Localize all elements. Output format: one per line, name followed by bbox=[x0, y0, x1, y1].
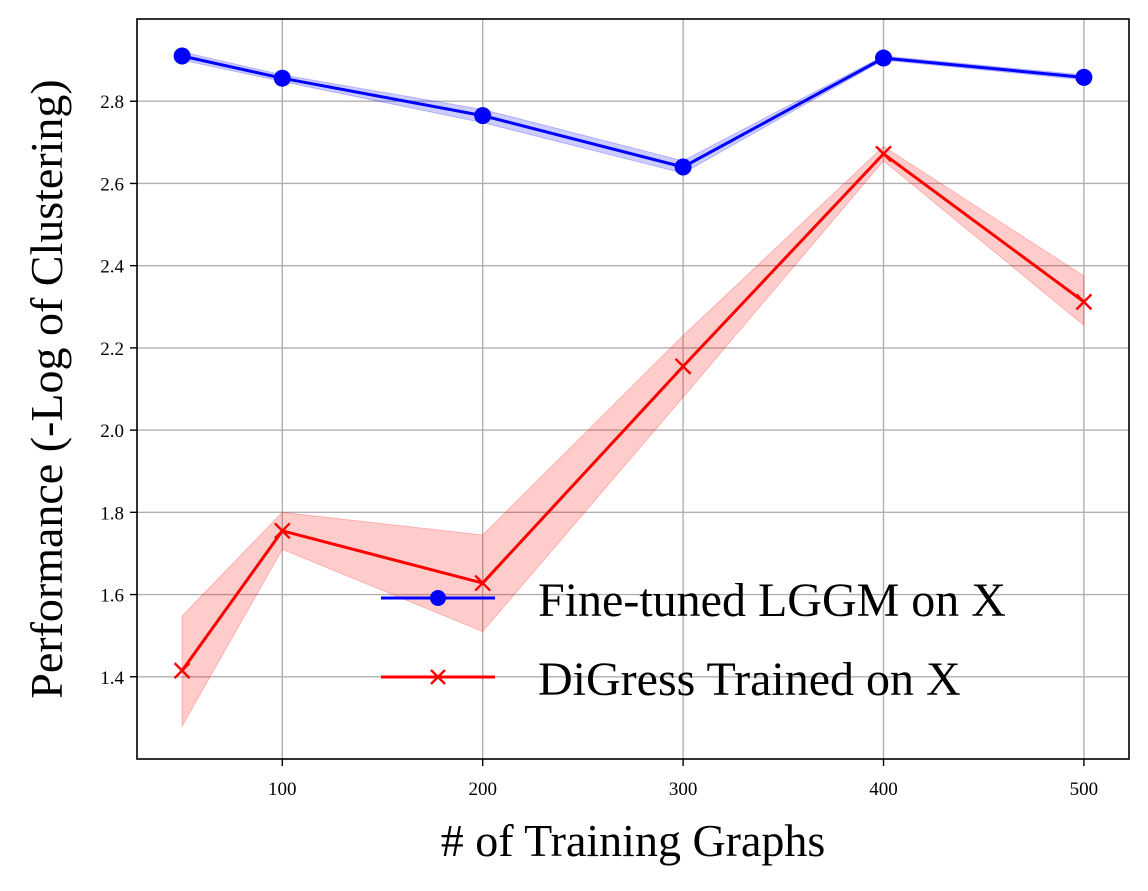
y-tick-label: 2.6 bbox=[100, 174, 124, 195]
legend-entry-lggm: Fine-tuned LGGM on X bbox=[381, 574, 1006, 627]
x-tick-label: 100 bbox=[268, 779, 297, 800]
legend-label-lggm: Fine-tuned LGGM on X bbox=[538, 574, 1006, 627]
legend-swatch-marker-lggm bbox=[430, 590, 446, 606]
series-lines bbox=[180, 54, 1085, 672]
y-tick-label: 2.0 bbox=[100, 421, 124, 442]
x-tick-label: 300 bbox=[669, 779, 698, 800]
legend-swatch-marker-digress bbox=[430, 669, 446, 685]
x-tick-label: 200 bbox=[468, 779, 497, 800]
y-tick-label: 2.2 bbox=[100, 339, 124, 360]
series-markers bbox=[173, 47, 1093, 679]
grid-lines bbox=[137, 19, 1129, 759]
data-point-lggm bbox=[173, 47, 191, 65]
y-tick-label: 2.8 bbox=[100, 92, 124, 113]
data-point-lggm bbox=[875, 49, 893, 67]
series-line-lggm bbox=[181, 54, 1085, 169]
data-point-digress bbox=[273, 522, 291, 540]
x-tick-label: 400 bbox=[869, 779, 898, 800]
data-point-digress bbox=[875, 145, 892, 163]
data-point-lggm bbox=[474, 107, 492, 125]
axis-ticks bbox=[130, 100, 1085, 766]
data-point-lggm bbox=[1075, 68, 1093, 86]
axis-tick-labels: 100 200 300 400 500 1.4 1.6 1.8 2.0 2.2 2.4 2.6 2.8 bbox=[100, 92, 1098, 800]
legend: Fine-tuned LGGM on X DiGress Trained on … bbox=[381, 574, 1006, 706]
y-tick-label: 1.4 bbox=[100, 668, 124, 689]
x-axis-label: # of Training Graphs bbox=[441, 815, 826, 866]
series-line-digress bbox=[180, 152, 1085, 672]
x-tick-label: 500 bbox=[1070, 779, 1099, 800]
y-axis-label: Performance (-Log of Clustering) bbox=[21, 79, 72, 699]
plot-frame bbox=[136, 18, 1130, 760]
data-point-lggm bbox=[674, 158, 692, 176]
data-point-digress bbox=[474, 574, 492, 592]
data-point-lggm bbox=[273, 69, 291, 87]
confidence-band-digress bbox=[181, 145, 1085, 729]
legend-label-digress: DiGress Trained on X bbox=[538, 653, 961, 706]
data-point-digress bbox=[1075, 293, 1093, 311]
legend-entry-digress: DiGress Trained on X bbox=[381, 653, 961, 706]
y-tick-label: 1.8 bbox=[100, 503, 124, 524]
data-point-digress bbox=[674, 358, 692, 375]
y-tick-label: 2.4 bbox=[100, 257, 124, 278]
y-tick-label: 1.6 bbox=[100, 586, 124, 607]
data-point-digress bbox=[173, 662, 191, 679]
